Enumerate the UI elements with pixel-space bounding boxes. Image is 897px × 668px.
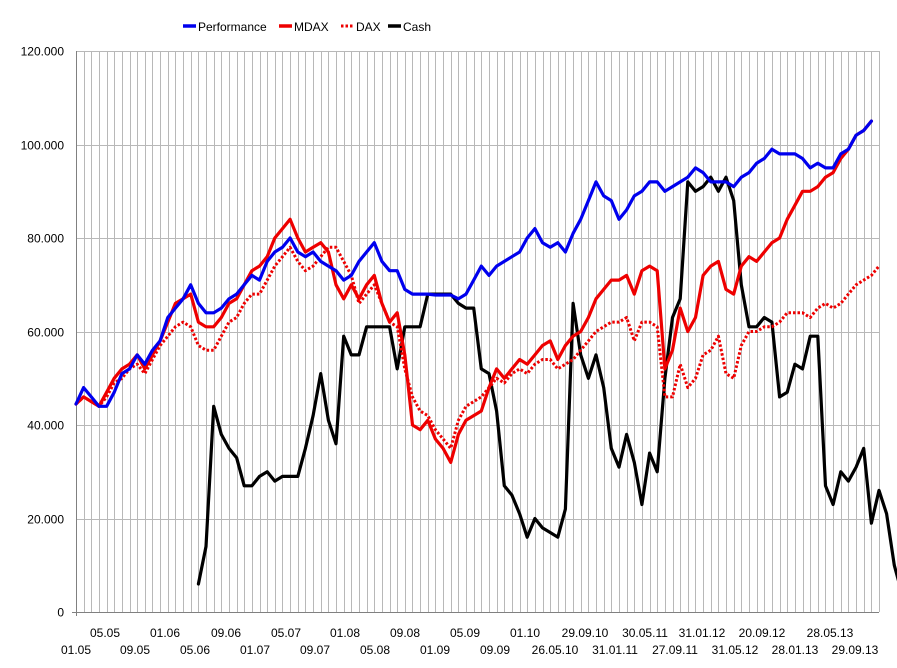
- x-tick-label: 01.10: [510, 626, 540, 640]
- x-tick-label: 09.05: [120, 643, 150, 657]
- series-mdax-line: [74, 119, 874, 464]
- x-tick-label: 29.09.13: [832, 643, 879, 657]
- y-tick-label: 0: [57, 606, 64, 620]
- axes: [72, 51, 879, 616]
- x-tick-label: 09.06: [211, 626, 241, 640]
- x-tick-label: 05.05: [90, 626, 120, 640]
- x-tick-label: 05.06: [180, 643, 210, 657]
- x-tick-label: 31.01.11: [592, 643, 638, 657]
- x-tick-label: 31.01.12: [679, 626, 726, 640]
- x-tick-label: 20.09.12: [739, 626, 786, 640]
- series-lines: [74, 119, 897, 586]
- x-axis-tick-labels: 05.05 01.06 09.06 05.07 01.08 09.08 05.09 01.10…: [61, 626, 879, 657]
- y-tick-label: 20.000: [27, 513, 64, 527]
- x-tick-label: 27.09.11: [652, 643, 698, 657]
- x-tick-label: 09.07: [300, 643, 330, 657]
- x-tick-label: 01.05: [61, 643, 91, 657]
- x-tick-label: 01.08: [330, 626, 360, 640]
- y-tick-label: 120.000: [21, 45, 65, 59]
- series-cash-line: [196, 175, 897, 586]
- x-tick-label: 31.05.12: [712, 643, 759, 657]
- x-tick-label: 29.09.10: [562, 626, 609, 640]
- x-tick-label: 01.06: [150, 626, 180, 640]
- y-tick-label: 100.000: [21, 139, 65, 153]
- series-performance-line: [74, 119, 874, 408]
- x-tick-label: 28.01.13: [772, 643, 819, 657]
- legend-label-performance: Performance: [198, 20, 267, 34]
- x-tick-label: 05.07: [271, 626, 301, 640]
- x-tick-label: 05.09: [450, 626, 480, 640]
- legend-label-cash: Cash: [403, 20, 431, 34]
- x-tick-label: 09.08: [390, 626, 420, 640]
- x-tick-label: 26.05.10: [532, 643, 579, 657]
- legend: Performance MDAX DAX Cash: [183, 20, 431, 34]
- x-tick-label: 01.07: [240, 643, 270, 657]
- legend-label-mdax: MDAX: [294, 20, 329, 34]
- y-tick-label: 40.000: [27, 419, 64, 433]
- y-tick-label: 80.000: [27, 232, 64, 246]
- x-tick-label: 28.05.13: [807, 626, 854, 640]
- legend-label-dax: DAX: [356, 20, 381, 34]
- x-tick-label: 30.05.11: [622, 626, 668, 640]
- vertical-gridlines: [76, 51, 880, 612]
- x-tick-label: 05.08: [360, 643, 390, 657]
- x-tick-label: 01.09: [420, 643, 450, 657]
- x-tick-label: 09.09: [480, 643, 510, 657]
- y-tick-label: 60.000: [27, 326, 64, 340]
- y-axis-tick-labels: 0 20.000 40.000 60.000 80.000 100.000 120.000: [21, 45, 65, 620]
